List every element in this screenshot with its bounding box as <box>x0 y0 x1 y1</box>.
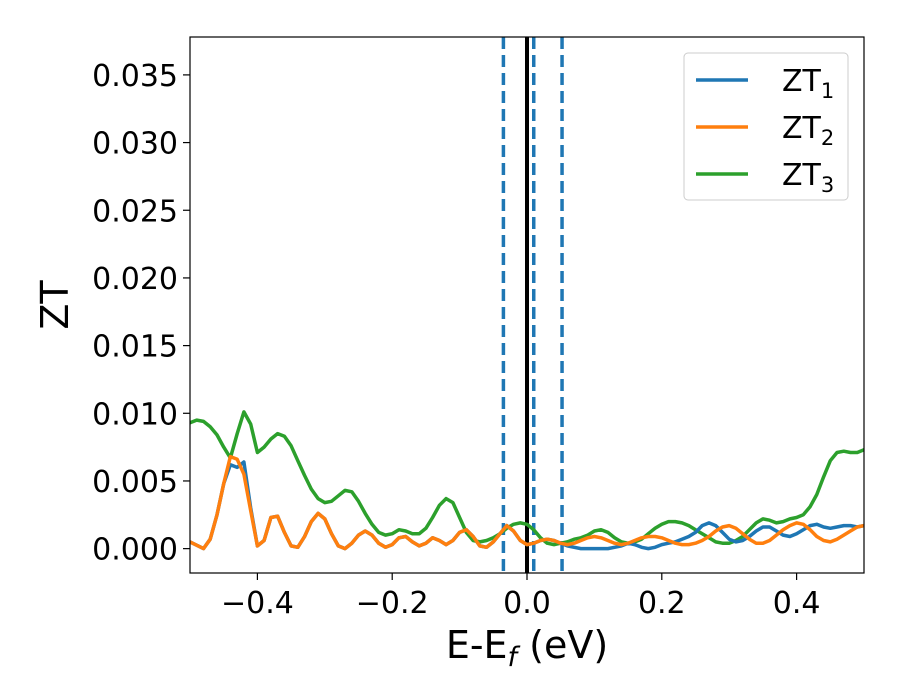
x-axis-label-main: E-E <box>446 623 508 667</box>
x-tick-label: 0.2 <box>638 586 686 621</box>
legend-label-subscript: 2 <box>821 126 834 150</box>
x-tick-label: 0.0 <box>503 586 551 621</box>
y-tick-label: 0.035 <box>92 59 178 94</box>
y-axis-label: ZT <box>33 280 77 330</box>
series-line-zt3 <box>190 410 864 547</box>
legend-label-zt2: ZT2 <box>782 111 834 150</box>
y-tick-label: 0.020 <box>92 262 178 297</box>
y-tick-label: 0.005 <box>92 465 178 500</box>
legend-label-subscript: 1 <box>821 79 834 103</box>
legend-label-zt3: ZT3 <box>782 158 834 197</box>
series-line-zt2 <box>190 454 864 551</box>
y-tick-label: 0.030 <box>92 127 178 162</box>
x-tick-label: −0.4 <box>221 586 294 621</box>
legend-label-zt1: ZT1 <box>782 64 834 103</box>
y-tick-label: 0.015 <box>92 330 178 365</box>
x-tick-label: 0.4 <box>773 586 821 621</box>
x-axis-label-unit: (eV) <box>517 623 608 667</box>
y-tick-label: 0.000 <box>92 533 178 568</box>
x-tick-label: −0.2 <box>356 586 429 621</box>
y-tick-label: 0.025 <box>92 194 178 229</box>
plot-layer <box>190 37 864 573</box>
plot-content <box>190 37 864 573</box>
legend-label-main: ZT <box>782 158 822 193</box>
axis-layer: −0.4 −0.2 0.0 0.2 0.4 0.000 0.005 0.010 0.015 0.0… <box>33 36 865 673</box>
legend-box <box>683 52 849 201</box>
legend-label-main: ZT <box>782 111 822 146</box>
legend-label-main: ZT <box>782 64 822 99</box>
y-tick-label: 0.010 <box>92 397 178 432</box>
x-axis-label: E-Ef (eV) <box>446 623 608 673</box>
legend-label-subscript: 3 <box>821 173 834 197</box>
